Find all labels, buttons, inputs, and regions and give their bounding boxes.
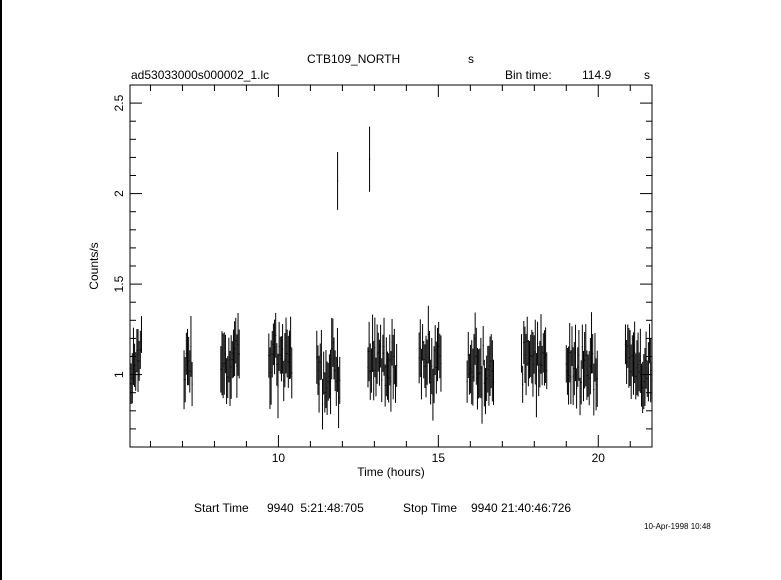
- start-time-label: Start Time: [194, 501, 249, 515]
- left-edge-line: [0, 0, 2, 580]
- axis-ticks: 10 15 20 1 1.5 2 2.5: [112, 84, 652, 465]
- plot-timestamp: 10-Apr-1998 10:48: [644, 522, 711, 531]
- y-axis-label: Counts/s: [87, 242, 101, 289]
- x-tick-label: 15: [432, 451, 446, 465]
- stop-time-value: 9940 21:40:46:726: [471, 501, 572, 515]
- y-tick-label: 1.5: [112, 275, 126, 292]
- bin-time-label: Bin time:: [505, 68, 552, 82]
- x-axis-label: Time (hours): [357, 465, 425, 479]
- object-suffix: s: [468, 52, 474, 66]
- bin-time-value: 114.9: [582, 68, 612, 82]
- y-tick-label: 2.5: [112, 94, 126, 111]
- y-tick-label: 2: [112, 190, 126, 197]
- x-tick-label: 10: [272, 451, 286, 465]
- x-tick-label: 20: [592, 451, 606, 465]
- file-name: ad53033000s000002_1.lc: [131, 68, 270, 82]
- start-time-value: 9940 5:21:48:705: [267, 501, 364, 515]
- stop-time-label: Stop Time: [403, 501, 458, 515]
- bin-time-unit: s: [644, 68, 650, 82]
- y-tick-label: 1: [112, 371, 126, 378]
- object-name: CTB109_NORTH: [307, 52, 401, 66]
- data-marks: [129, 126, 653, 430]
